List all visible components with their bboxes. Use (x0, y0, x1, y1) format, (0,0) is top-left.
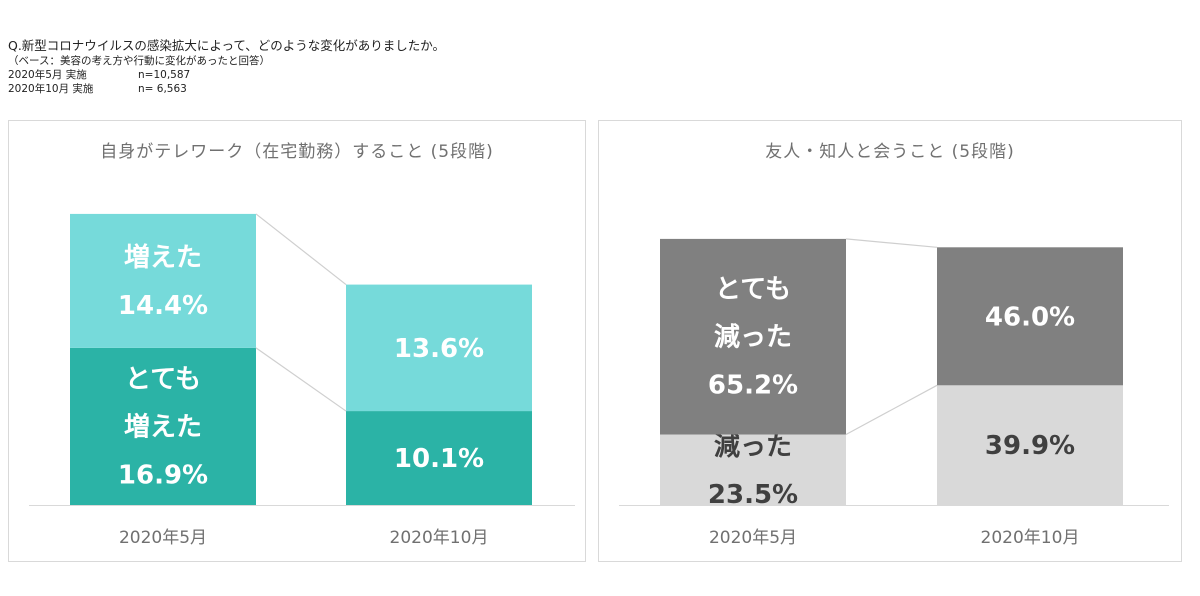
data-label: 14.4% (118, 291, 208, 321)
data-label: 23.5% (708, 480, 798, 510)
bar-segment-friends-1-0 (937, 385, 1123, 505)
chart-title-friends: 友人・知人と会うこと (5段階) (765, 142, 1015, 162)
connector-line (845, 384, 938, 436)
connector-line (255, 347, 347, 412)
bar-segment-friends-0-1 (660, 238, 846, 435)
bar-segment-telework-1-1 (346, 284, 532, 412)
chart-telework: とても増えた16.9%増えた14.4%2020年5月10.1%13.6%2020… (29, 213, 575, 548)
base-note: （ベース：美容の考え方や行動に変化があったと回答） (8, 55, 270, 67)
bar-segment-friends-0-0 (660, 434, 846, 505)
category-label: 2020年5月 (709, 528, 797, 548)
question-header: Q.新型コロナウイルスの感染拡大によって、どのような変化がありましたか。 （ベー… (8, 38, 445, 96)
connector-line (255, 213, 347, 286)
sample-label-may: 2020年5月 実施 (8, 69, 87, 81)
data-label: 16.9% (118, 460, 208, 490)
data-label: 65.2% (708, 371, 798, 401)
bar-segment-telework-1-0 (346, 411, 532, 505)
category-label: 2020年10月 (981, 528, 1080, 548)
data-label: 減った (714, 432, 792, 462)
data-label: とても (125, 364, 201, 394)
sample-row-oct: 2020年10月 実施 n= 6,563 (8, 82, 445, 96)
data-label: 増えた (124, 243, 202, 273)
data-label: 13.6% (394, 334, 484, 364)
category-label: 2020年5月 (119, 528, 207, 548)
bar-segment-friends-1-1 (937, 247, 1123, 386)
question-text: Q.新型コロナウイルスの感染拡大によって、どのような変化がありましたか。 (8, 38, 445, 53)
data-label: 10.1% (394, 444, 484, 474)
connector-line (845, 238, 938, 248)
sample-row-may: 2020年5月 実施 n=10,587 (8, 68, 445, 82)
data-label: 46.0% (985, 302, 1075, 332)
chart-title-telework: 自身がテレワーク（在宅勤務）すること (5段階) (100, 142, 494, 162)
sample-label-oct: 2020年10月 実施 (8, 83, 94, 95)
bar-segment-telework-0-0 (70, 347, 256, 505)
category-label: 2020年10月 (390, 528, 489, 548)
data-label: とても (715, 275, 791, 305)
chart-panel-friends: 友人・知人と会うこと (5段階) 減った 23.5% とても減った 65.2% 2020… (598, 120, 1182, 562)
chart-panel-telework: 自身がテレワーク（在宅勤務）すること (5段階) とても 増えた 16.9% 増えた 1… (8, 120, 586, 562)
sample-n-may: n=10,587 (138, 69, 191, 81)
bar-segment-telework-0-1 (70, 213, 256, 348)
data-label: 増えた (124, 412, 202, 442)
sample-n-oct: n= 6,563 (138, 83, 187, 95)
data-label: 減った (714, 323, 792, 353)
data-label: 39.9% (985, 431, 1075, 461)
